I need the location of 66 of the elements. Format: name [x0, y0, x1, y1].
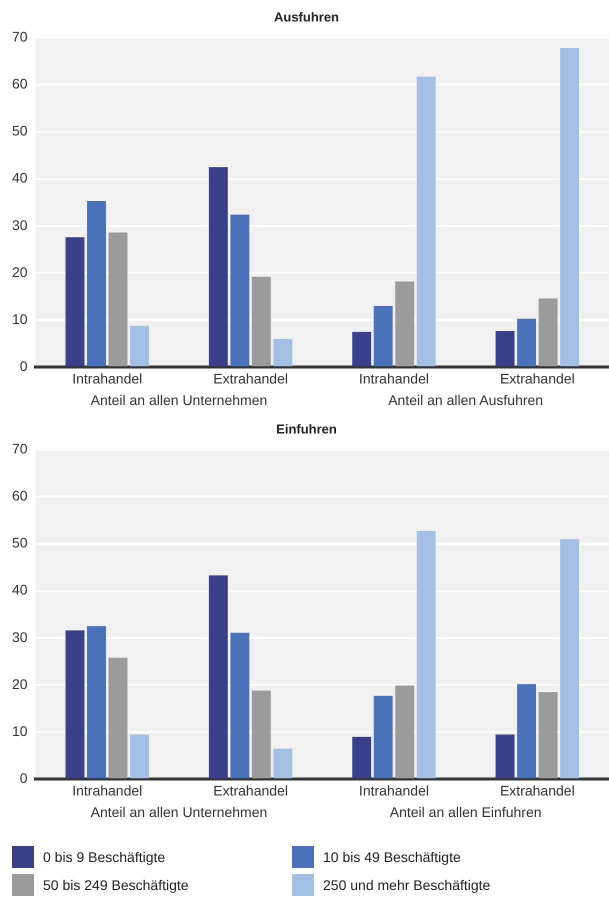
- bar: [87, 626, 106, 778]
- bar: [252, 276, 271, 366]
- bar: [416, 76, 436, 366]
- bar: [230, 632, 250, 778]
- y-tick-label: 0: [20, 770, 28, 786]
- bar: [517, 684, 536, 778]
- y-tick-label: 10: [12, 722, 28, 739]
- bar: [208, 575, 228, 778]
- y-tick-label: 70: [12, 440, 28, 456]
- bar: [496, 330, 515, 366]
- y-tick-label: 60: [12, 76, 28, 92]
- y-tick-label: 30: [12, 628, 28, 645]
- bar: [130, 326, 149, 366]
- bar: [273, 338, 292, 366]
- legend-label: 50 bis 249 Beschäftigte: [43, 877, 189, 893]
- y-tick-label: 60: [12, 488, 28, 504]
- bar: [130, 734, 149, 778]
- text: Anteil an allen Unternehmen: [90, 804, 268, 820]
- bar: [273, 748, 292, 778]
- y-tick-label: 20: [12, 676, 28, 692]
- x-tick-label: Intrahandel: [358, 370, 429, 386]
- legend-label: 250 und mehr Beschäftigte: [323, 877, 490, 893]
- bar: [66, 237, 84, 366]
- bar: [416, 531, 436, 778]
- bar: [374, 306, 393, 366]
- y-tick-label: 50: [12, 122, 28, 139]
- bar: [352, 736, 372, 778]
- bar: [374, 696, 393, 778]
- y-tick-label: 20: [12, 264, 28, 280]
- x-tick-label: Intrahandel: [358, 782, 429, 798]
- y-tick-label: 0: [20, 358, 28, 374]
- y-tick-label: 40: [12, 582, 28, 598]
- bar: [230, 214, 250, 366]
- chart-title: Ausfuhren: [274, 9, 340, 24]
- bar: [352, 332, 372, 366]
- y-tick-label: 10: [12, 310, 28, 327]
- bar: [108, 232, 128, 366]
- bar: [538, 692, 558, 778]
- x-tick-label: Intrahandel: [72, 782, 142, 798]
- bar: [87, 200, 106, 366]
- y-tick-label: 30: [12, 216, 28, 233]
- bar: [66, 630, 84, 778]
- x-tick-label: Intrahandel: [72, 370, 142, 386]
- y-tick-label: 70: [12, 28, 28, 44]
- y-tick-label: 40: [12, 170, 28, 186]
- bar: [538, 298, 558, 366]
- x-tick-label: Extrahandel: [213, 782, 288, 798]
- y-tick-label: 50: [12, 534, 28, 551]
- bar: [395, 686, 414, 778]
- bar: [496, 734, 515, 778]
- bar: [208, 167, 228, 366]
- bar: [252, 690, 271, 778]
- bar: [517, 318, 536, 366]
- bar: [560, 48, 580, 366]
- bar: [108, 658, 128, 778]
- x-tick-label: Extrahandel: [500, 782, 575, 798]
- text: Anteil an allen Einfuhren: [390, 804, 542, 820]
- chart-title: Einfuhren: [276, 421, 337, 436]
- bar: [560, 539, 580, 778]
- bar: [395, 282, 414, 366]
- x-tick-label: Extrahandel: [500, 370, 575, 386]
- x-tick-label: Extrahandel: [213, 370, 288, 386]
- legend-label: 10 bis 49 Beschäftigte: [323, 849, 461, 865]
- text: Anteil an allen Unternehmen: [90, 392, 268, 408]
- text: Anteil an allen Ausfuhren: [388, 392, 544, 408]
- legend-label: 0 bis 9 Beschäftigte: [43, 849, 166, 865]
